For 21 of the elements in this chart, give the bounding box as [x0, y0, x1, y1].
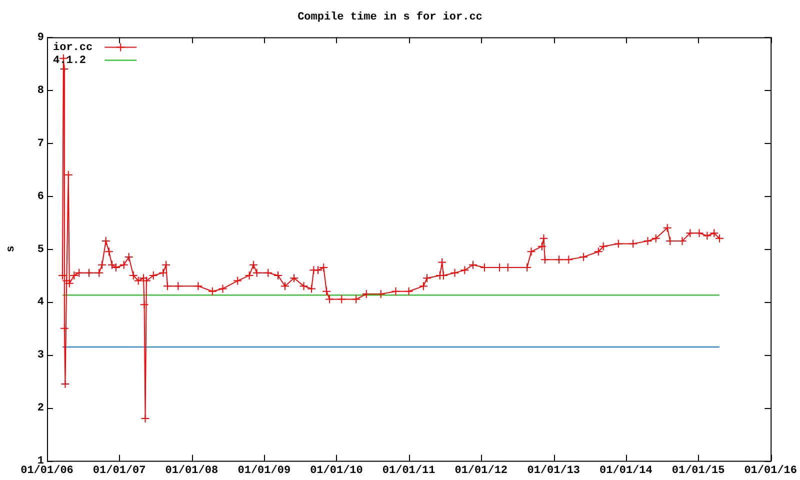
- y-tick-label: 7: [37, 138, 44, 150]
- chart-title: Compile time in s for ior.cc: [298, 10, 482, 24]
- x-tick-label: 01/01/15: [672, 465, 726, 478]
- y-axis-title: s: [5, 246, 18, 252]
- x-tick-label: 01/01/14: [600, 465, 653, 478]
- y-tick-label: 9: [37, 32, 44, 44]
- y-tick-label: 4: [37, 296, 44, 309]
- x-tick-label: 01/01/13: [527, 465, 580, 478]
- x-tick-label: 01/01/10: [310, 465, 363, 478]
- y-tick-label: 2: [37, 402, 44, 415]
- y-tick-label: 8: [37, 84, 44, 97]
- x-tick-label: 01/01/16: [744, 465, 797, 478]
- y-tick-label: 3: [37, 350, 44, 362]
- x-tick-label: 01/01/08: [165, 465, 218, 478]
- y-tick-label: 5: [37, 244, 44, 256]
- y-tick-label: 6: [37, 190, 44, 203]
- x-tick-label: 01/01/12: [454, 465, 508, 478]
- legend-label: ior.cc: [53, 42, 93, 54]
- x-tick-label: 01/01/09: [238, 465, 291, 478]
- x-tick-label: 01/01/07: [92, 465, 146, 478]
- x-tick-label: 01/01/11: [382, 465, 436, 478]
